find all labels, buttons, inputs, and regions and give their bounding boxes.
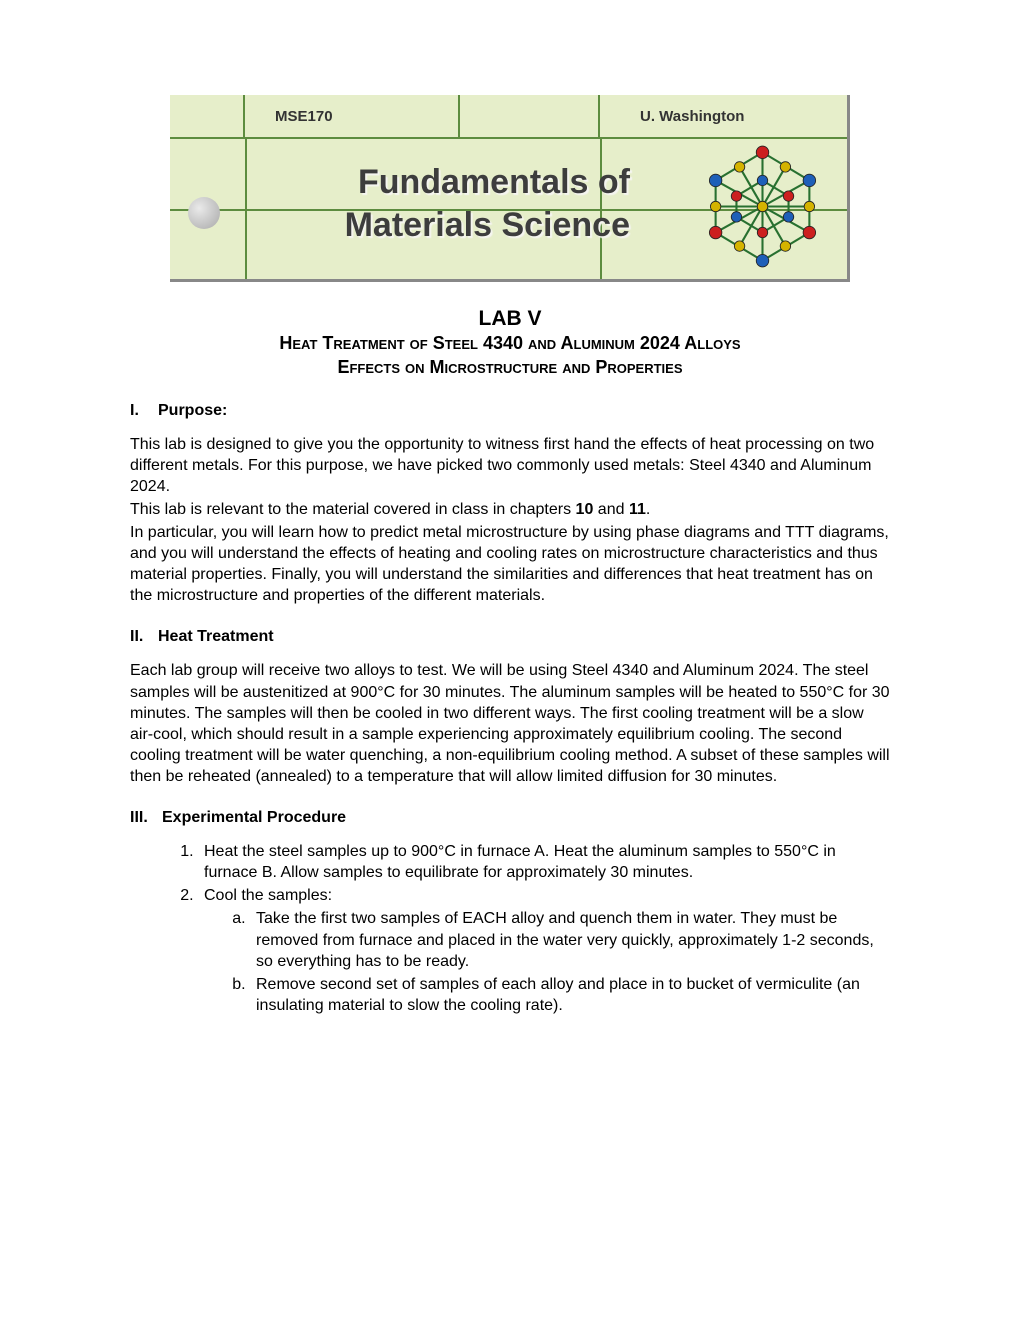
section-1-num: I. (130, 402, 158, 420)
section-3-head: III.Experimental Procedure (130, 809, 890, 827)
s1p2-e: . (646, 501, 650, 518)
procedure-step-2a: Take the first two samples of EACH alloy… (250, 908, 890, 971)
section-1-para-2: This lab is relevant to the material cov… (130, 499, 890, 520)
procedure-list: Heat the steel samples up to 900°C in fu… (130, 841, 890, 1016)
banner-title: Fundamentals of Materials Science (270, 161, 630, 246)
section-1-title: Purpose: (158, 402, 227, 419)
lab-subtitle-1: Heat Treatment of Steel 4340 and Aluminu… (130, 331, 890, 355)
banner-title-line2: Materials Science (345, 206, 630, 244)
procedure-step-1: Heat the steel samples up to 900°C in fu… (198, 841, 890, 883)
document-title-block: LAB V Heat Treatment of Steel 4340 and A… (130, 307, 890, 380)
procedure-sublist: Take the first two samples of EACH alloy… (204, 908, 890, 1016)
s1p2-c: and (593, 501, 629, 518)
banner-top-row: MSE170 U. Washington (170, 95, 847, 139)
section-2-head: II.Heat Treatment (130, 628, 890, 646)
s1p2-b: 10 (576, 501, 594, 518)
procedure-step-2-text: Cool the samples: (204, 887, 332, 904)
section-1-para-3: In particular, you will learn how to pre… (130, 522, 890, 606)
banner-main-row: Fundamentals of Materials Science (170, 139, 847, 279)
section-1-head: I.Purpose: (130, 402, 890, 420)
s1p2-a: This lab is relevant to the material cov… (130, 501, 576, 518)
procedure-step-2: Cool the samples: Take the first two sam… (198, 885, 890, 1016)
s1p2-d: 11 (629, 501, 646, 518)
molecule-icon (700, 144, 825, 269)
section-3-num: III. (130, 809, 162, 827)
course-code: MSE170 (245, 95, 460, 137)
section-2-title: Heat Treatment (158, 628, 274, 645)
section-2-num: II. (130, 628, 158, 646)
lab-subtitle-2: Effects on Microstructure and Properties (130, 355, 890, 379)
document-page: MSE170 U. Washington Fundamentals of Mat… (0, 0, 1020, 1320)
button-circle-icon (188, 197, 220, 229)
banner-title-line1: Fundamentals of (358, 163, 630, 201)
section-1-para-1: This lab is designed to give you the opp… (130, 434, 890, 497)
institution-label: U. Washington (600, 95, 847, 137)
section-3-title: Experimental Procedure (162, 809, 346, 826)
section-2-para-1: Each lab group will receive two alloys t… (130, 660, 890, 787)
lab-number: LAB V (130, 307, 890, 331)
procedure-step-2b: Remove second set of samples of each all… (250, 974, 890, 1016)
course-banner: MSE170 U. Washington Fundamentals of Mat… (170, 95, 850, 282)
